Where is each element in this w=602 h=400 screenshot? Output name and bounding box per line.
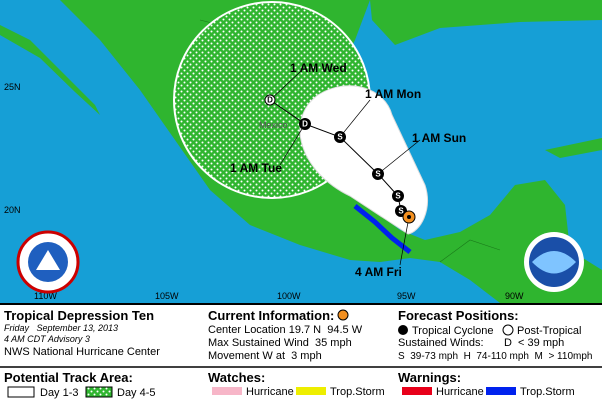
point-letter: D xyxy=(267,96,273,105)
noaa-logo xyxy=(524,232,584,292)
day45-swatch xyxy=(85,386,113,398)
nws-logo xyxy=(16,230,80,294)
forecast-point xyxy=(392,190,404,202)
tc-icon xyxy=(398,325,408,335)
warn-storm-swatch xyxy=(486,387,516,395)
forecast-label: 1 AM Mon xyxy=(365,87,421,101)
point-letter: S xyxy=(395,192,401,201)
watch-hurricane: Hurricane xyxy=(246,386,294,398)
winds-label: Sustained Winds: xyxy=(398,337,484,349)
warn-storm: Trop.Storm xyxy=(520,386,575,398)
warn-hurricane: Hurricane xyxy=(436,386,484,398)
pt-label: Post-Tropical xyxy=(517,325,581,337)
point-letter: S xyxy=(375,170,381,179)
current-movement: Movement W at 3 mph xyxy=(208,350,322,362)
current-title: Current Information: xyxy=(208,308,334,323)
forecast-label: 1 AM Tue xyxy=(230,161,282,175)
point-letter: D xyxy=(302,120,308,129)
date: Friday September 13, 2013 xyxy=(4,323,118,333)
forecast-label: 1 AM Wed xyxy=(290,61,347,75)
lat-label: 25N xyxy=(4,82,21,92)
forecast-label: 1 AM Sun xyxy=(412,131,466,145)
winds-scale: S 39-73 mph H 74-110 mph M > 110mph xyxy=(398,351,592,362)
post-tropical-point xyxy=(264,94,276,106)
track-title: Potential Track Area: xyxy=(4,370,133,385)
map: D D S S S S 1 AM Wed 1 AM Mon 1 AM Sun 1… xyxy=(0,0,602,303)
watch-storm: Trop.Storm xyxy=(330,386,385,398)
pt-icon xyxy=(502,324,514,336)
info-panel: Tropical Depression Ten Friday September… xyxy=(0,303,602,400)
storm-name: Tropical Depression Ten xyxy=(4,308,154,323)
warn-hurricane-swatch xyxy=(402,387,432,395)
current-icon xyxy=(337,309,349,321)
place-label: Mexico xyxy=(259,120,288,130)
label-leaders xyxy=(269,71,421,266)
land xyxy=(370,0,602,45)
forecast-title: Forecast Positions: xyxy=(398,308,519,323)
forecast-point xyxy=(334,131,346,143)
land xyxy=(0,25,100,115)
lon-label: 90W xyxy=(505,291,524,301)
advisory: 4 AM CDT Advisory 3 xyxy=(4,334,90,344)
warning-trop-storm xyxy=(353,204,412,254)
watch-hurricane-swatch xyxy=(212,387,242,395)
forecast-point xyxy=(299,118,311,130)
forecast-label: 4 AM Fri xyxy=(355,265,402,279)
office: NWS National Hurricane Center xyxy=(4,346,160,358)
day13-label: Day 1-3 xyxy=(40,387,79,399)
tc-label: Tropical Cyclone xyxy=(412,325,494,337)
current-location: Center Location 19.7 N 94.5 W xyxy=(208,324,363,336)
day13-swatch xyxy=(7,386,35,398)
lon-label: 105W xyxy=(155,291,179,301)
point-letter: S xyxy=(337,133,343,142)
winds-d: D < 39 mph xyxy=(504,337,564,349)
lon-label: 95W xyxy=(397,291,416,301)
lat-label: 20N xyxy=(4,205,21,215)
lon-label: 110W xyxy=(34,291,57,301)
day45-label: Day 4-5 xyxy=(117,387,156,399)
current-position-dot xyxy=(407,215,411,219)
point-letter: S xyxy=(398,207,404,216)
current-wind: Max Sustained Wind 35 mph xyxy=(208,337,352,349)
watches-title: Watches: xyxy=(208,370,265,385)
lon-label: 100W xyxy=(277,291,301,301)
watch-storm-swatch xyxy=(296,387,326,395)
land xyxy=(545,138,602,158)
forecast-point xyxy=(372,168,384,180)
warnings-title: Warnings: xyxy=(398,370,461,385)
